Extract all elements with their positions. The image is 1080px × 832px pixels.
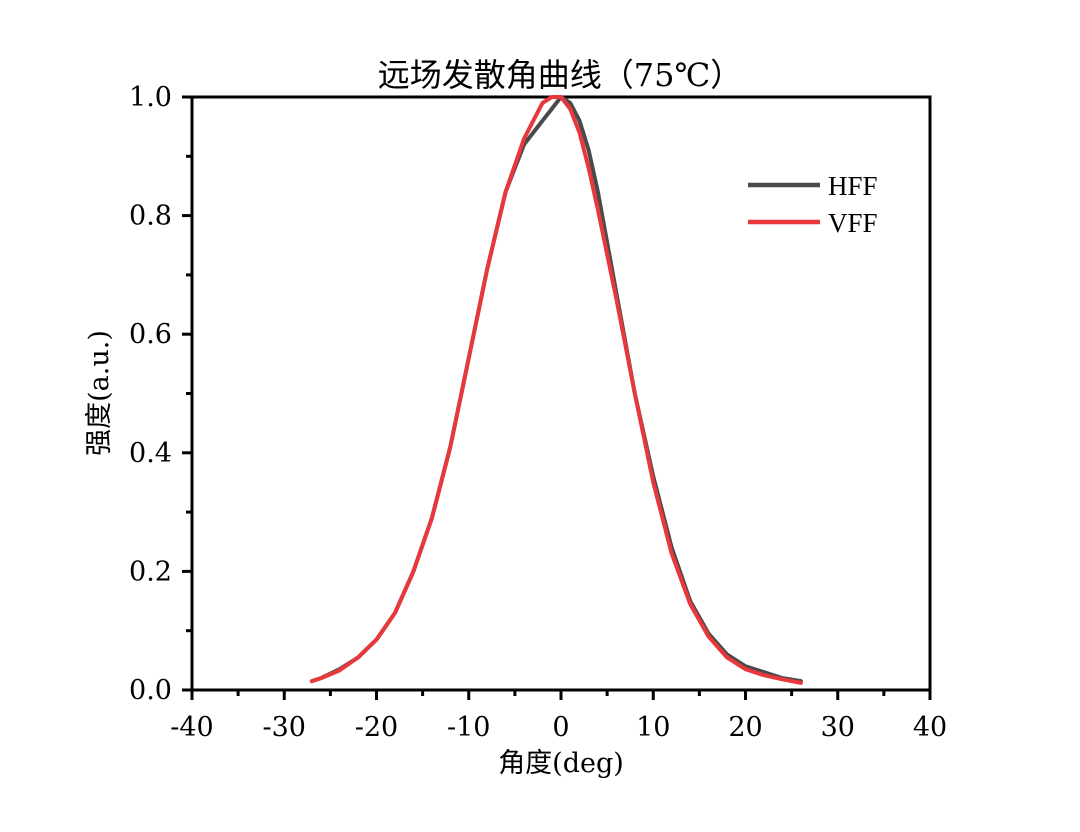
y-tick-label: 0.6 <box>129 319 172 350</box>
x-tick-label: 40 <box>913 712 947 743</box>
x-tick-label: -20 <box>355 712 398 743</box>
series-line-hff <box>309 95 803 684</box>
y-tick-label: 0.0 <box>129 675 172 706</box>
x-tick-label: -10 <box>447 712 490 743</box>
x-axis-label: 角度(deg) <box>498 748 624 779</box>
x-tick-label: -40 <box>170 712 213 743</box>
series-line-vff <box>309 95 803 685</box>
x-tick-label: -30 <box>263 712 306 743</box>
x-tick-label: 30 <box>821 712 855 743</box>
y-axis-label: 强度(a.u.) <box>84 330 115 456</box>
x-tick-label: 20 <box>728 712 762 743</box>
y-tick-label: 0.2 <box>129 556 172 587</box>
chart-title: 远场发散角曲线（75℃） <box>378 56 743 94</box>
y-tick-label: 0.4 <box>129 438 172 469</box>
series-layer <box>309 95 803 685</box>
legend-label-vff: VFF <box>828 208 878 238</box>
legend-label-hff: HFF <box>828 171 878 201</box>
y-tick-label: 0.8 <box>129 201 172 232</box>
x-axis: -40 -30 -20 -10 0 10 20 30 40 <box>170 690 947 743</box>
legend: HFF VFF <box>748 171 878 238</box>
y-axis: 0.0 0.2 0.4 0.6 0.8 1.0 <box>129 82 192 706</box>
x-tick-label: 0 <box>552 712 569 743</box>
x-tick-label: 10 <box>636 712 670 743</box>
y-tick-label: 1.0 <box>129 82 172 113</box>
